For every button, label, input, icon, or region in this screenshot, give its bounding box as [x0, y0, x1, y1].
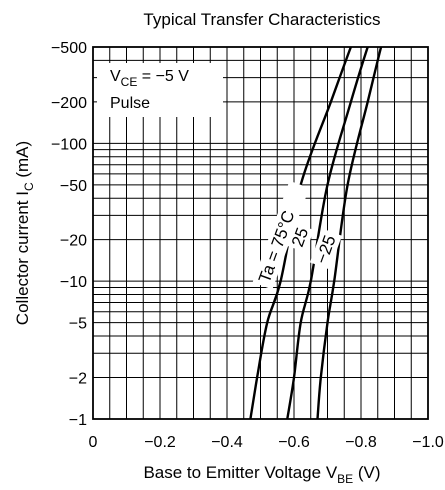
y-tick-label: −5 [69, 316, 87, 333]
curves [249, 47, 383, 419]
y-tick-label: −100 [51, 136, 87, 153]
chart-title: Typical Transfer Characteristics [143, 10, 380, 29]
series-line-2 [316, 47, 383, 419]
y-tick-label: −20 [60, 233, 87, 250]
conditions-pulse: Pulse [110, 95, 150, 112]
y-tick-label: −50 [60, 178, 87, 195]
y-tick-label: −200 [51, 95, 87, 112]
conditions-vce: VCE = −5 V [110, 68, 189, 89]
series-line-0 [249, 47, 353, 419]
x-tick-label: −1.0 [412, 434, 444, 451]
y-tick-label: −10 [60, 274, 87, 291]
series-line-1 [286, 47, 369, 419]
curve-label-minus25c: −25 [312, 233, 340, 267]
y-tick-label: −2 [69, 371, 87, 388]
y-tick-label: −1 [69, 412, 87, 429]
x-tick-label: −0.4 [211, 434, 243, 451]
conditions-box: VCE = −5 V Pulse [97, 63, 223, 117]
tick-labels: 0 −0.2 −0.4 −0.6 −0.8 −1.0 −500 −200 −100 −50 −20 −… [51, 40, 444, 451]
x-tick-label: 0 [89, 434, 98, 451]
x-tick-label: −0.2 [144, 434, 176, 451]
plot-frame [92, 46, 429, 420]
y-axis-title: Collector current IC (mA) [13, 141, 36, 325]
y-tick-label: −500 [51, 40, 87, 57]
x-axis-title: Base to Emitter Voltage VBE (V) [143, 463, 380, 486]
curve-labels: Ta = 75°C 25 −25 [252, 180, 342, 290]
x-tick-label: −0.8 [345, 434, 377, 451]
x-tick-label: −0.6 [278, 434, 310, 451]
